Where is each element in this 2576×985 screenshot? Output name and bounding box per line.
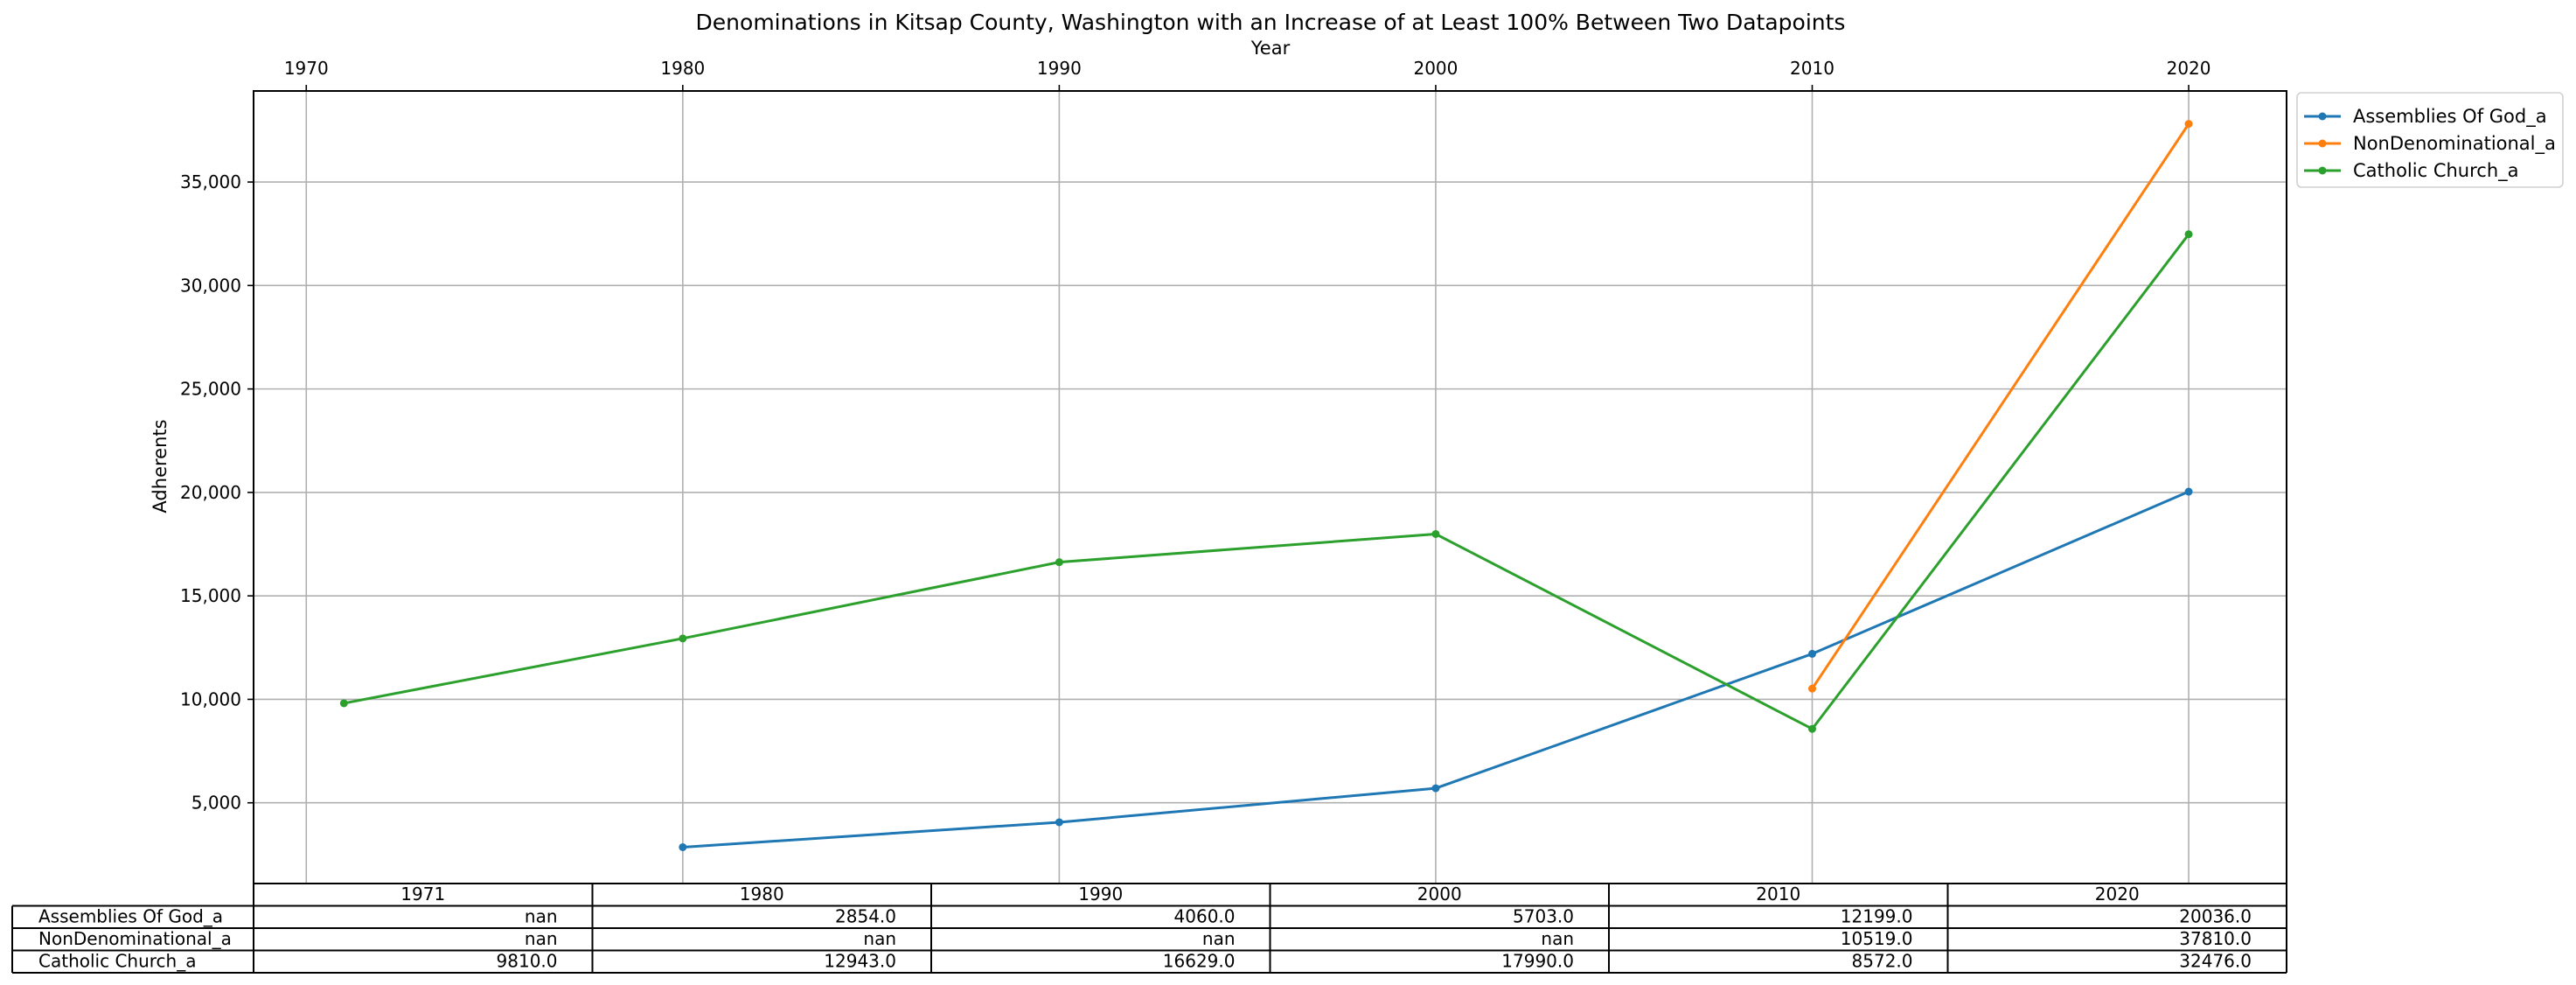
table-cell: 12199.0 — [1841, 906, 1913, 927]
data-point — [1431, 784, 1440, 793]
table-cell: nan — [1541, 928, 1574, 949]
x-tick-label: 2020 — [2167, 58, 2211, 79]
legend-marker — [2318, 166, 2327, 175]
legend-label: Assemblies Of God_a — [2353, 106, 2547, 128]
data-table: 1971 1980 1990 2000 2010 2020 Assemblies Of Go… — [11, 883, 2287, 974]
y-axis-label: Adherents — [150, 419, 171, 513]
data-point — [1055, 558, 1063, 567]
table-column-header: 2020 — [2095, 884, 2140, 905]
table-column-header: 1990 — [1078, 884, 1123, 905]
data-point — [679, 634, 687, 643]
plot-frame — [253, 90, 2287, 884]
table-cell: 37810.0 — [2179, 928, 2252, 949]
table-column-header: 2010 — [1756, 884, 1800, 905]
series-line — [1811, 122, 2190, 690]
table-column-header: 2000 — [1417, 884, 1462, 905]
table-cell: 20036.0 — [2179, 906, 2252, 927]
x-tick-label: 2010 — [1790, 58, 1835, 79]
data-point — [2184, 487, 2193, 496]
series-line — [344, 233, 2190, 730]
table-cell: 2854.0 — [835, 906, 896, 927]
table-cell: 16629.0 — [1163, 951, 1236, 972]
x-tick-label: 1970 — [284, 58, 329, 79]
table-row-label: Assemblies Of God_a — [38, 906, 223, 927]
y-tick-label: 25,000 — [180, 379, 241, 400]
legend-box — [2296, 92, 2564, 188]
table-column-header: 1980 — [740, 884, 784, 905]
table-cell: 32476.0 — [2179, 951, 2252, 972]
x-ticks: 1970 1980 1990 2000 2010 2020 — [284, 58, 2211, 91]
data-point — [1808, 724, 1816, 733]
data-point — [1808, 649, 1816, 658]
y-tick-label: 20,000 — [180, 482, 241, 503]
series-group — [339, 120, 2193, 851]
table-cell: 5703.0 — [1513, 906, 1574, 927]
table-cell: 17990.0 — [1501, 951, 1574, 972]
table-cell: 8572.0 — [1852, 951, 1913, 972]
legend-label: Catholic Church_a — [2353, 160, 2519, 182]
table-cell: 12943.0 — [824, 951, 896, 972]
legend: Assemblies Of God_a NonDenominational_a Ca… — [2296, 92, 2564, 188]
table-column-header: 1971 — [400, 884, 445, 905]
chart-title: Denominations in Kitsap County, Washingt… — [696, 10, 1846, 35]
legend-marker — [2318, 139, 2327, 148]
table-cell: nan — [1202, 928, 1236, 949]
table-cell: 9810.0 — [497, 951, 558, 972]
legend-marker — [2318, 112, 2327, 121]
legend-label: NonDenominational_a — [2353, 133, 2556, 155]
y-tick-label: 30,000 — [180, 275, 241, 296]
data-point — [1431, 529, 1440, 538]
data-point — [2184, 120, 2193, 129]
data-point — [2184, 230, 2193, 239]
table-cell: nan — [863, 928, 896, 949]
y-tick-label: 5,000 — [191, 793, 241, 814]
y-tick-label: 10,000 — [180, 688, 241, 709]
data-point — [1808, 684, 1816, 693]
x-tick-label: 1980 — [660, 58, 705, 79]
data-point — [679, 842, 687, 851]
x-tick-label: 2000 — [1413, 58, 1458, 79]
grid — [254, 91, 2287, 884]
y-ticks: 5,000 10,000 15,000 20,000 25,000 30,000 35,00… — [180, 171, 254, 814]
data-point — [339, 699, 348, 708]
x-axis-label: Year — [1250, 38, 1291, 59]
x-tick-label: 1990 — [1037, 58, 1082, 79]
table-cell: nan — [525, 928, 558, 949]
table-cell: 4060.0 — [1174, 906, 1236, 927]
table-cell: 10519.0 — [1841, 928, 1913, 949]
table-row-label: NonDenominational_a — [38, 928, 232, 949]
y-tick-label: 15,000 — [180, 585, 241, 606]
y-tick-label: 35,000 — [180, 171, 241, 192]
data-point — [1055, 818, 1063, 827]
table-row-label: Catholic Church_a — [38, 951, 196, 972]
table-cell: nan — [525, 906, 558, 927]
